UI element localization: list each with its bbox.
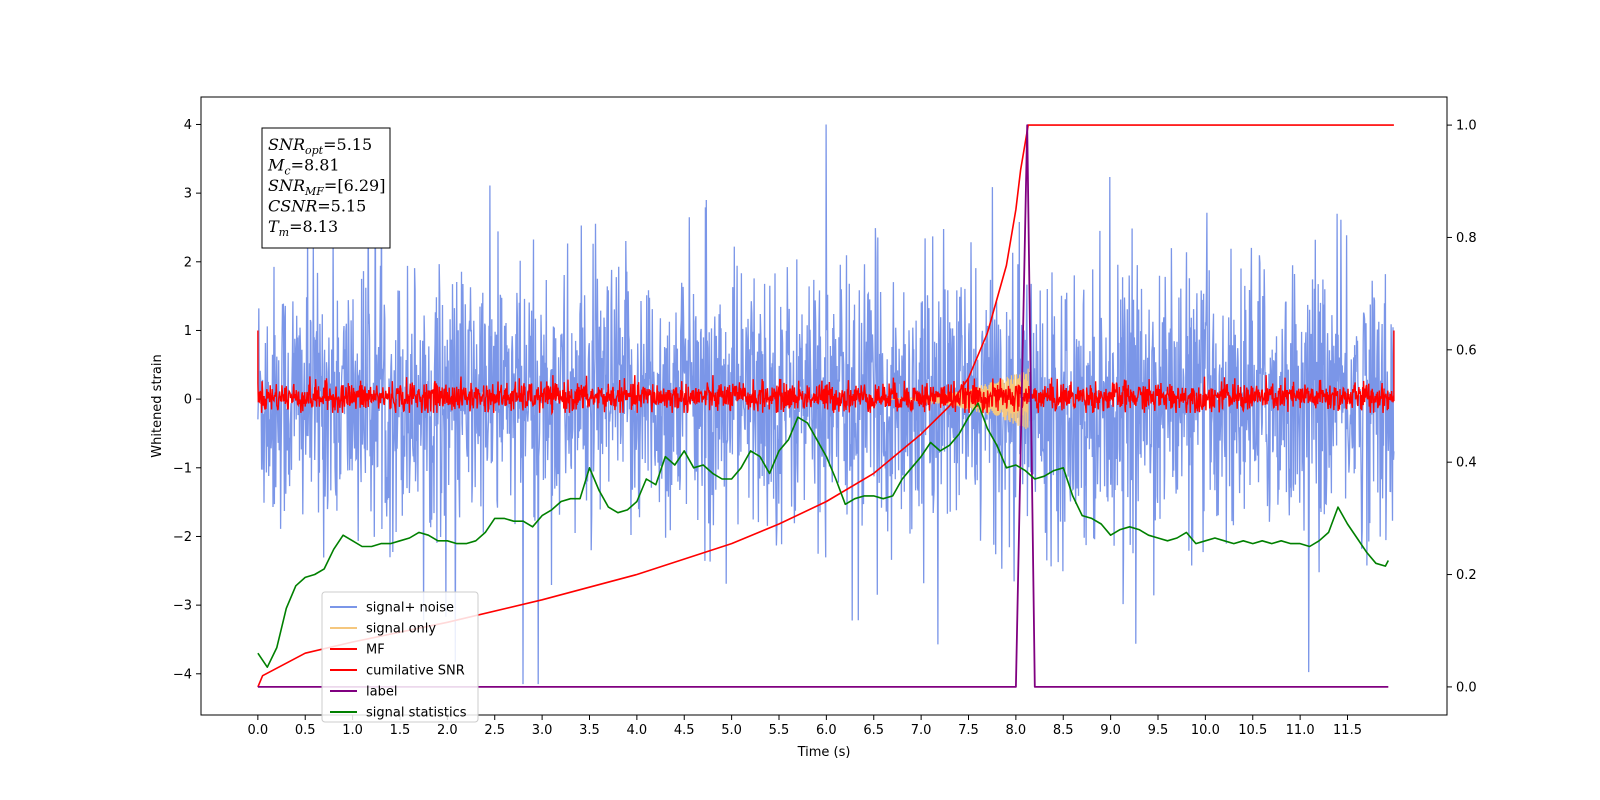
x-tick-label: 3.5: [579, 723, 600, 738]
series-mf: [257, 330, 1395, 416]
x-tick-label: 7.5: [958, 723, 979, 738]
y-tick-label: 1: [184, 324, 192, 339]
signal-noise-layer: [257, 124, 1395, 685]
x-tick-label: 6.5: [863, 723, 884, 738]
y-tick-label: 0: [184, 393, 192, 408]
y2-axis-ticks: 1.0 0.8 0.6 0.4 0.2 0.0: [1447, 119, 1477, 695]
x-tick-label: 0.5: [295, 723, 316, 738]
y2-tick-label: 1.0: [1456, 119, 1477, 134]
x-tick-label: 2.5: [484, 723, 505, 738]
y-tick-label: −4: [173, 667, 192, 682]
legend: signal+ noise signal only MF cumilative SNR…: [321, 591, 479, 723]
x-tick-label: 6.0: [816, 723, 837, 738]
annotation-line: SNRopt=5.15: [268, 135, 372, 157]
x-axis-label: Time (s): [797, 745, 851, 760]
x-tick-label: 10.5: [1238, 723, 1267, 738]
series-label: [257, 124, 1389, 688]
annotation-line: Mc=8.81: [267, 156, 340, 178]
legend-entry: signal only: [366, 622, 436, 637]
axes-frame: [200, 96, 1448, 716]
x-tick-label: 8.0: [1006, 723, 1027, 738]
legend-entry: label: [366, 685, 397, 700]
legend-entry: signal+ noise: [366, 601, 454, 616]
y-axis-ticks: 4 3 2 1 0 −1 −2 −3 −4: [173, 118, 201, 682]
legend-entry: signal statistics: [366, 706, 467, 721]
y-tick-label: 3: [184, 187, 192, 202]
y2-tick-label: 0.4: [1456, 456, 1477, 471]
y2-tick-label: 0.2: [1456, 568, 1477, 583]
annotation-box: SNRopt=5.15Mc=8.81SNRMF=[6.29]CSNR=5.15T…: [261, 127, 391, 249]
mf-layer: [257, 330, 1395, 416]
annotation-frame: [261, 127, 391, 249]
y-axis-label: Whitened strain: [150, 354, 165, 457]
x-tick-label: 11.0: [1286, 723, 1315, 738]
annotation-line: SNRMF=[6.29]: [268, 176, 385, 198]
y2-tick-label: 0.0: [1456, 680, 1477, 695]
y-tick-label: −3: [173, 599, 192, 614]
legend-frame: [321, 591, 479, 723]
y-tick-label: 4: [184, 118, 192, 133]
x-tick-label: 5.5: [769, 723, 790, 738]
legend-entry: cumilative SNR: [366, 664, 465, 679]
y-tick-label: 2: [184, 255, 192, 270]
x-tick-label: 8.5: [1053, 723, 1074, 738]
x-tick-label: 3.0: [532, 723, 553, 738]
y-tick-label: −1: [173, 461, 192, 476]
x-tick-label: 4.0: [627, 723, 648, 738]
y2-tick-label: 0.8: [1456, 231, 1477, 246]
x-tick-label: 1.0: [342, 723, 363, 738]
annotation-line: CSNR=5.15: [268, 197, 366, 216]
legend-entry: MF: [366, 643, 385, 658]
x-tick-label: 11.5: [1333, 723, 1362, 738]
y2-tick-label: 0.6: [1456, 343, 1477, 358]
x-tick-label: 9.0: [1100, 723, 1121, 738]
x-tick-label: 10.0: [1191, 723, 1220, 738]
x-axis-ticks: 0.0 0.5 1.0 1.5 2.0 2.5 3.0 3.5 4.0 4.5 5.0 5.5 6.0 6…: [248, 715, 1362, 738]
x-tick-label: 1.5: [390, 723, 411, 738]
x-tick-label: 0.0: [248, 723, 269, 738]
x-tick-label: 7.0: [911, 723, 932, 738]
annotation-line: Tm=8.13: [268, 217, 338, 239]
x-tick-label: 4.5: [674, 723, 695, 738]
x-tick-label: 2.0: [437, 723, 458, 738]
x-tick-label: 5.0: [721, 723, 742, 738]
x-tick-label: 9.5: [1148, 723, 1169, 738]
y-tick-label: −2: [173, 530, 192, 545]
series-signal-statistics: [257, 402, 1390, 668]
series-signal-noise: [257, 124, 1395, 685]
